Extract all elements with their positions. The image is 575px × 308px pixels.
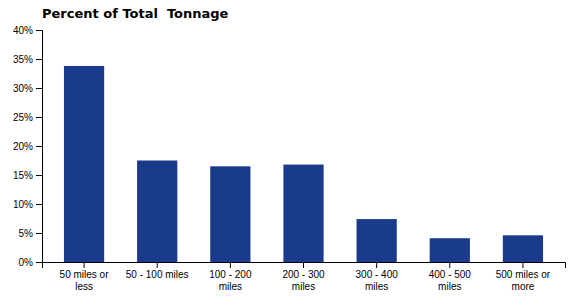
- y-tick: 30%: [13, 83, 42, 94]
- y-tick: 40%: [13, 25, 42, 36]
- x-tick-label-line: 100 - 200: [209, 269, 252, 280]
- x-axis-line: [43, 263, 566, 269]
- x-tick-label-line: more: [512, 281, 535, 292]
- y-tick-label: 30%: [13, 83, 33, 94]
- bar: [357, 219, 397, 262]
- x-tick: 50 - 100 miles: [126, 262, 189, 280]
- bar: [430, 238, 470, 262]
- y-tick-mark: [36, 88, 42, 89]
- x-tick-label-line: miles: [292, 281, 315, 292]
- y-tick: 5%: [19, 228, 42, 239]
- x-tick-label: 200 - 300miles: [282, 269, 325, 292]
- y-tick: 0%: [19, 257, 42, 268]
- y-tick-mark: [36, 233, 42, 234]
- x-tick-label-line: miles: [219, 281, 242, 292]
- y-tick: 10%: [13, 199, 42, 210]
- x-tick-label: 50 miles orless: [60, 269, 110, 292]
- y-tick-mark: [36, 117, 42, 118]
- x-tick-mark: [84, 262, 85, 268]
- x-tick-label-line: less: [75, 281, 93, 292]
- plot: 0% 5% 10% 15% 20% 25% 30% 35% 40% 50 miles orless…: [13, 25, 566, 292]
- y-tick-label: 25%: [13, 112, 33, 123]
- x-tick-mark: [303, 262, 304, 268]
- x-tick: 50 miles orless: [60, 262, 110, 292]
- y-tick-label: 5%: [19, 228, 34, 239]
- y-tick: 35%: [13, 54, 42, 65]
- x-tick: 300 - 400miles: [356, 262, 399, 292]
- x-tick-label-line: 400 - 500: [429, 269, 472, 280]
- y-tick-label: 20%: [13, 141, 33, 152]
- x-tick-label: 300 - 400miles: [356, 269, 399, 292]
- bar: [283, 165, 323, 262]
- x-tick-label-line: 50 - 100 miles: [126, 269, 189, 280]
- bar: [137, 161, 177, 263]
- y-tick: 20%: [13, 141, 42, 152]
- x-tick-mark: [449, 262, 450, 268]
- bar: [503, 235, 543, 262]
- y-tick-label: 40%: [13, 25, 33, 36]
- x-tick-mark: [522, 262, 523, 268]
- y-tick-mark: [36, 204, 42, 205]
- x-tick: 200 - 300miles: [282, 262, 325, 292]
- y-tick-label: 35%: [13, 54, 33, 65]
- y-tick-mark: [36, 262, 42, 263]
- title: Percent of Total Tonnage: [42, 6, 229, 21]
- x-tick-label: 50 - 100 miles: [126, 269, 189, 280]
- x-tick-label-line: miles: [365, 281, 388, 292]
- x-tick-label: 400 - 500miles: [429, 269, 472, 292]
- y-tick-mark: [36, 59, 42, 60]
- y-tick-mark: [36, 146, 42, 147]
- x-tick-mark: [230, 262, 231, 268]
- x-tick: 100 - 200miles: [209, 262, 252, 292]
- chart: 0% 5% 10% 15% 20% 25% 30% 35% 40% 50 miles orless…: [0, 0, 575, 308]
- y-tick-mark: [36, 30, 42, 31]
- y-tick: 25%: [13, 112, 42, 123]
- x-tick-label: 500 miles ormore: [496, 269, 551, 292]
- y-tick: 15%: [13, 170, 42, 181]
- y-tick-label: 10%: [13, 199, 33, 210]
- x-tick-label-line: 50 miles or: [60, 269, 110, 280]
- x-tick: 500 miles ormore: [496, 262, 551, 292]
- y-tick-label: 15%: [13, 170, 33, 181]
- x-tick-mark: [376, 262, 377, 268]
- x-tick-label-line: 200 - 300: [282, 269, 325, 280]
- y-tick-label: 0%: [19, 257, 34, 268]
- x-axis: 50 miles orless50 - 100 miles100 - 200mi…: [43, 262, 566, 292]
- x-tick: 400 - 500miles: [429, 262, 472, 292]
- x-tick-label-line: 500 miles or: [496, 269, 551, 280]
- x-tick-label: 100 - 200miles: [209, 269, 252, 292]
- x-tick-mark: [157, 262, 158, 268]
- bar: [210, 166, 250, 262]
- y-axis: 0% 5% 10% 15% 20% 25% 30% 35% 40%: [13, 25, 43, 268]
- x-tick-label-line: miles: [438, 281, 461, 292]
- y-axis-line: [36, 31, 43, 263]
- bar: [64, 66, 104, 262]
- y-tick-mark: [36, 175, 42, 176]
- bars: [64, 66, 543, 262]
- x-tick-label-line: 300 - 400: [356, 269, 399, 280]
